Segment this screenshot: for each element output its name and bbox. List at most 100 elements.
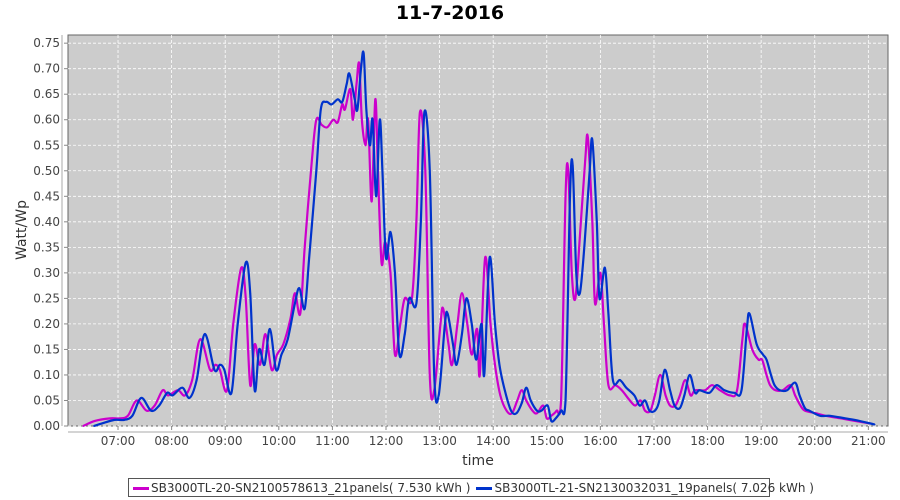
- data-point: [484, 256, 487, 259]
- data-point: [428, 374, 431, 376]
- data-point: [389, 231, 392, 233]
- y-tick-label: 0.75: [33, 36, 60, 50]
- data-point: [625, 386, 628, 389]
- data-point: [648, 409, 651, 412]
- data-point: [191, 379, 194, 381]
- data-point: [236, 323, 239, 325]
- x-tick-label: 15:00: [529, 434, 564, 448]
- data-point: [794, 381, 797, 384]
- data-point: [494, 363, 496, 366]
- x-tick-label: 09:00: [208, 434, 243, 448]
- data-point: [199, 338, 202, 341]
- y-tick-label: 0.20: [33, 317, 60, 331]
- data-point: [286, 338, 289, 341]
- data-point: [755, 343, 758, 346]
- data-point: [703, 389, 706, 392]
- data-point: [315, 118, 318, 121]
- data-point: [554, 417, 557, 420]
- data-point: [478, 374, 481, 376]
- data-point: [82, 425, 85, 427]
- x-tick-label: 18:00: [690, 434, 725, 448]
- x-tick-label: 12:00: [369, 434, 404, 448]
- legend: SB3000TL-20-SN2100578613_21panels( 7.530…: [128, 478, 814, 497]
- data-point: [736, 389, 738, 392]
- data-point: [494, 323, 496, 325]
- data-point: [757, 358, 760, 361]
- data-point: [774, 389, 777, 392]
- data-point: [678, 407, 681, 410]
- data-point: [578, 292, 581, 295]
- y-axis-label: Watt/Wp: [14, 200, 30, 260]
- data-point: [470, 353, 473, 356]
- data-point: [765, 358, 768, 361]
- x-tick-label: 10:00: [262, 434, 297, 448]
- data-point: [370, 200, 373, 203]
- data-point: [275, 368, 278, 371]
- data-point: [345, 83, 348, 85]
- x-tick-label: 14:00: [476, 434, 511, 448]
- data-point: [570, 271, 573, 274]
- data-point: [299, 312, 302, 315]
- data-point: [101, 422, 103, 425]
- data-point: [439, 323, 442, 325]
- data-point: [748, 312, 751, 315]
- y-tick-label: 0.65: [33, 87, 60, 101]
- data-point: [113, 418, 116, 421]
- data-point: [688, 374, 691, 376]
- data-point: [218, 368, 221, 371]
- data-point: [465, 297, 468, 300]
- data-point: [873, 423, 876, 426]
- x-tick-label: 17:00: [637, 434, 672, 448]
- data-point: [633, 394, 636, 397]
- data-point: [232, 323, 235, 325]
- data-point: [476, 328, 479, 330]
- y-axis: 0.00 0.05 0.10 0.15 0.20 0.25 0.30 0.35 0.40 0.45…: [33, 35, 68, 433]
- data-point: [470, 323, 473, 325]
- data-point: [385, 256, 387, 259]
- data-point: [109, 417, 111, 420]
- y-tick-label: 0.05: [33, 393, 60, 407]
- data-point: [461, 292, 463, 295]
- data-point: [569, 195, 571, 198]
- data-point: [365, 108, 368, 111]
- y-tick-label: 0.35: [33, 240, 60, 254]
- y-tick-label: 0.70: [33, 62, 60, 76]
- data-point: [503, 389, 506, 392]
- data-point: [555, 409, 558, 412]
- data-point: [403, 297, 406, 300]
- data-point: [515, 412, 518, 415]
- data-point: [808, 409, 811, 412]
- data-point: [466, 323, 469, 325]
- data-point: [567, 169, 570, 172]
- data-point: [428, 169, 431, 172]
- data-point: [408, 297, 411, 300]
- data-point: [773, 384, 776, 387]
- data-point: [461, 333, 463, 336]
- data-point: [181, 386, 184, 389]
- y-tick-label: 0.50: [33, 164, 60, 178]
- data-point: [786, 389, 788, 392]
- data-point: [794, 394, 797, 397]
- data-point: [433, 374, 436, 376]
- data-point: [529, 399, 532, 402]
- data-point: [744, 323, 746, 325]
- data-point: [308, 256, 311, 259]
- data-point: [375, 195, 378, 198]
- legend-swatch: [133, 486, 149, 490]
- data-point: [653, 394, 656, 397]
- data-point: [653, 409, 656, 412]
- y-tick-label: 0.55: [33, 138, 60, 152]
- data-point: [293, 292, 296, 295]
- data-point: [740, 389, 743, 392]
- legend-swatch: [476, 486, 493, 490]
- data-point: [326, 126, 328, 129]
- data-point: [446, 312, 449, 315]
- data-point: [798, 394, 801, 397]
- data-point: [344, 108, 346, 111]
- data-point: [419, 220, 422, 223]
- data-point: [280, 353, 283, 356]
- data-point: [188, 397, 191, 399]
- data-point: [140, 397, 143, 399]
- data-point: [293, 302, 296, 305]
